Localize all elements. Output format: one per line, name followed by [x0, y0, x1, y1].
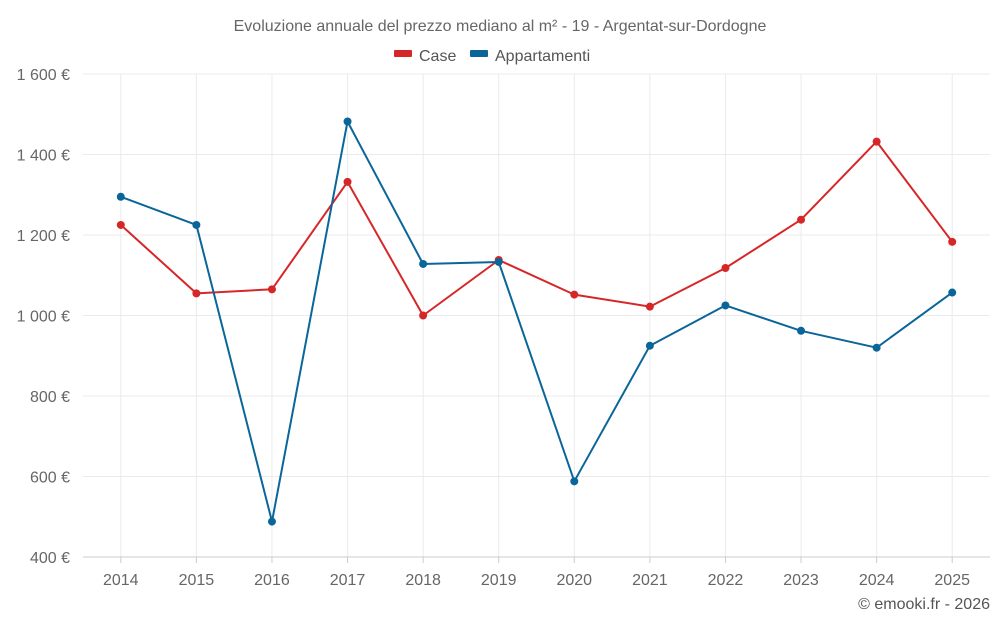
legend-swatch-appartamenti [470, 50, 488, 57]
series-line-case [120, 140, 953, 317]
x-tick-label: 2015 [179, 572, 215, 589]
y-tick-label: 1 000 € [17, 309, 70, 326]
data-point-case[interactable] [948, 237, 957, 246]
data-point-appartamenti[interactable] [948, 288, 957, 297]
y-tick-label: 400 € [30, 550, 70, 567]
y-tick-label: 800 € [30, 389, 70, 406]
data-point-appartamenti[interactable] [494, 257, 503, 266]
data-point-case[interactable] [797, 215, 806, 224]
x-tick-label: 2024 [859, 572, 895, 589]
series-case [116, 137, 957, 320]
data-point-appartamenti[interactable] [797, 326, 806, 335]
data-point-case[interactable] [645, 302, 654, 311]
data-point-case[interactable] [192, 289, 201, 298]
data-point-appartamenti[interactable] [872, 343, 881, 352]
x-tick-label: 2020 [556, 572, 592, 589]
legend-swatch-case [394, 50, 412, 57]
data-point-case[interactable] [267, 285, 276, 294]
x-tick-label: 2021 [632, 572, 668, 589]
x-tick-label: 2018 [405, 572, 441, 589]
x-tick-label: 2025 [934, 572, 970, 589]
series [116, 117, 957, 526]
legend-label-appartamenti[interactable]: Appartamenti [495, 48, 590, 65]
axes: 400 € 600 € 800 € 1 000 € 1 200 € 1 400 € 1 60… [17, 67, 990, 589]
data-point-case[interactable] [419, 311, 428, 320]
data-point-case[interactable] [872, 137, 881, 146]
data-point-appartamenti[interactable] [419, 259, 428, 268]
credit-text: © emooki.fr - 2026 [858, 596, 990, 613]
series-appartamenti [116, 117, 957, 526]
legend: Case Appartamenti [394, 48, 590, 65]
data-point-appartamenti[interactable] [116, 192, 125, 201]
data-point-appartamenti[interactable] [645, 341, 654, 350]
grid [83, 73, 990, 557]
data-point-appartamenti[interactable] [343, 117, 352, 126]
x-tick-label: 2019 [481, 572, 517, 589]
legend-label-case[interactable]: Case [419, 48, 456, 65]
data-point-case[interactable] [721, 264, 730, 273]
y-tick-label: 1 400 € [17, 148, 70, 165]
data-point-appartamenti[interactable] [570, 477, 579, 486]
y-tick-label: 600 € [30, 470, 70, 487]
series-line-appartamenti [120, 120, 953, 523]
data-point-case[interactable] [343, 177, 352, 186]
x-tick-label: 2016 [254, 572, 290, 589]
x-tick-label: 2022 [708, 572, 744, 589]
chart-title: Evoluzione annuale del prezzo mediano al… [234, 18, 767, 35]
data-point-case[interactable] [570, 290, 579, 299]
y-tick-label: 1 200 € [17, 228, 70, 245]
data-point-case[interactable] [116, 220, 125, 229]
y-tick-label: 1 600 € [17, 67, 70, 84]
data-point-appartamenti[interactable] [267, 517, 276, 526]
x-tick-label: 2014 [103, 572, 139, 589]
x-tick-label: 2023 [783, 572, 819, 589]
x-tick-label: 2017 [330, 572, 366, 589]
data-point-appartamenti[interactable] [721, 301, 730, 310]
data-point-appartamenti[interactable] [192, 220, 201, 229]
